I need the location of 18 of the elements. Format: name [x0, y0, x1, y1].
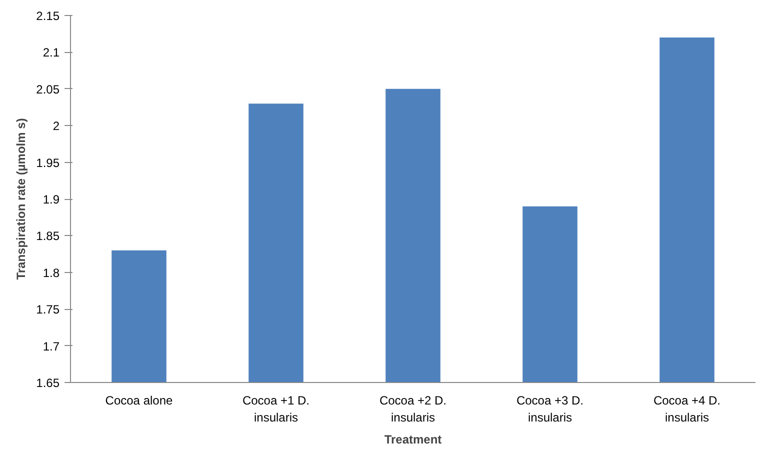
y-tick-label: 2 — [52, 119, 60, 134]
y-tick-label: 1.95 — [36, 156, 60, 170]
x-tick-label: Cocoa +3 D. insularis — [516, 394, 584, 424]
y-tick-label: 1.75 — [36, 302, 60, 317]
y-tick-label: 1.85 — [36, 229, 60, 244]
x-tick-label: Cocoa +4 D. insularis — [653, 394, 721, 424]
y-tick-label: 2.15 — [36, 9, 60, 23]
y-tick-label: 1.65 — [36, 376, 60, 390]
x-axis-title: Treatment — [384, 432, 442, 446]
x-tick-label: Cocoa +2 D. insularis — [379, 394, 447, 424]
x-tick-label: Cocoa +1 D. insularis — [242, 394, 310, 424]
y-tick-label: 1.8 — [42, 266, 60, 280]
y-tick-label: 2.1 — [42, 46, 60, 60]
y-tick-label: 1.7 — [42, 339, 60, 354]
x-tick-label: Cocoa alone — [105, 394, 174, 408]
y-tick-label: 2.05 — [36, 82, 60, 96]
y-axis-title: Transpiration rate (µmolm s) — [14, 118, 28, 280]
y-tick-label: 1.9 — [42, 192, 60, 206]
